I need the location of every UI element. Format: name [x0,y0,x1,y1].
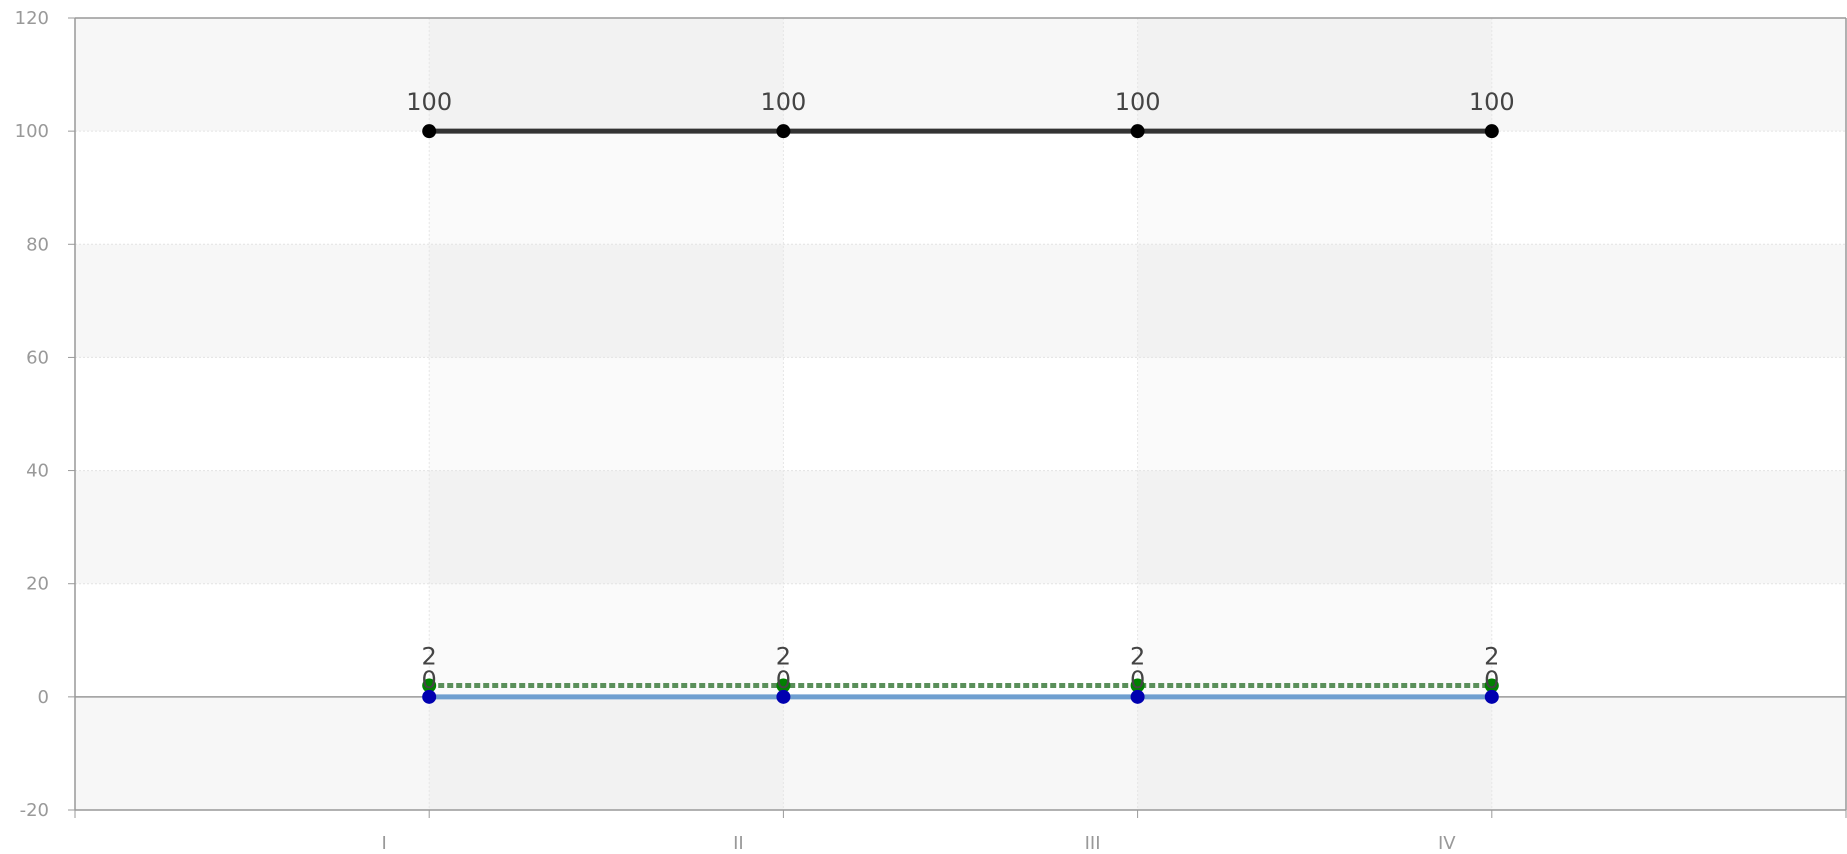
series-point [1484,689,1499,704]
data-label: 0 [1130,666,1145,694]
plot-band-vertical [429,18,783,810]
plot-band [75,244,1846,358]
y-tick-label: 40 [26,461,49,482]
plot-band [75,131,1846,245]
plot-band [75,470,1846,584]
data-label: 100 [760,88,806,116]
x-tick-label: IV [1438,833,1456,854]
series-point [1130,689,1145,704]
series-point [422,124,437,139]
plot-band [75,696,1846,810]
data-label: 0 [422,666,437,694]
x-tick-label: II [733,833,744,854]
data-label: 2 [1130,643,1145,671]
data-label: 100 [406,88,452,116]
data-label: 2 [1484,643,1499,671]
y-tick-label: 100 [15,121,49,142]
series-point [1484,678,1499,693]
y-tick-label: 20 [26,574,49,595]
plot-band [75,18,1846,132]
series-point [776,678,791,693]
series-point [1484,124,1499,139]
data-label: 2 [776,643,791,671]
y-tick-label: 60 [26,347,49,368]
y-tick-label: 120 [15,8,49,29]
data-label: 0 [1484,666,1499,694]
series-point [776,689,791,704]
series-point [1130,678,1145,693]
data-label: 2 [422,643,437,671]
x-tick-label: III [1085,833,1101,854]
series-point [422,678,437,693]
data-label: 100 [1469,88,1515,116]
series-layer [422,124,1499,704]
series-point [1130,124,1145,139]
data-label: 0 [776,666,791,694]
plot-bands [75,18,1846,810]
series-point [776,124,791,139]
y-tick-label: 80 [26,234,49,255]
plot-band [75,583,1846,697]
x-tick-label: I [382,833,387,854]
plot-band [75,357,1846,471]
series-point [422,689,437,704]
data-label: 100 [1115,88,1161,116]
y-tick-label: 0 [38,687,49,708]
y-tick-label: -20 [20,800,49,821]
plot-band-vertical [1138,18,1492,810]
